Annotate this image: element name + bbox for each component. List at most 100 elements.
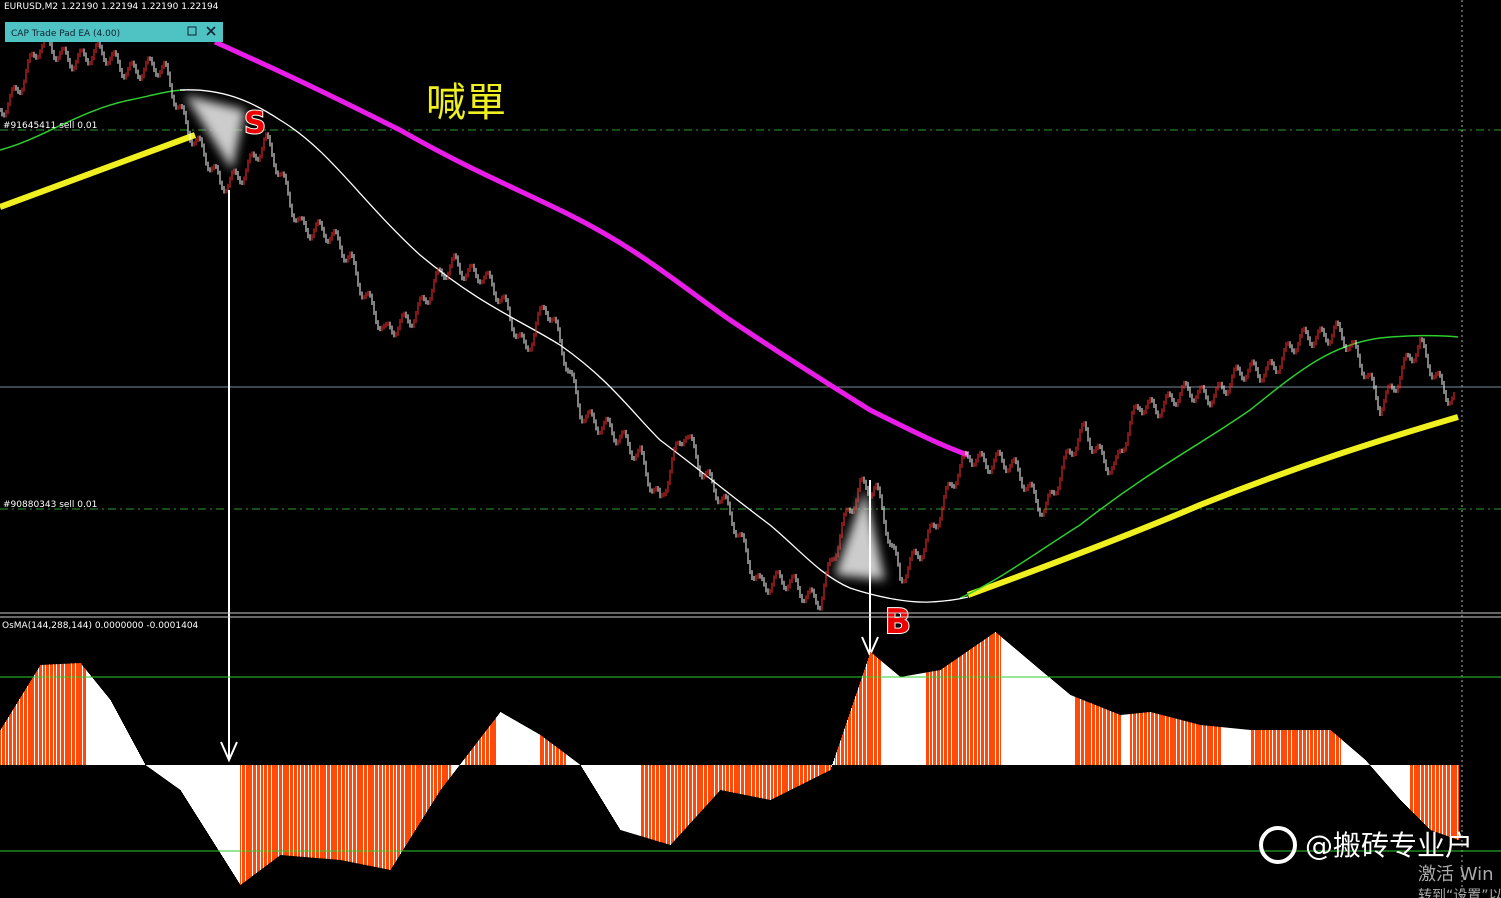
osma-bar <box>496 717 497 765</box>
osma-bar <box>576 762 577 765</box>
osma-bar <box>1376 765 1377 773</box>
osma-bar <box>1194 723 1195 765</box>
osma-bar <box>1281 730 1282 765</box>
osma-bar <box>404 765 405 848</box>
osma-bar <box>718 765 719 793</box>
osma-bar <box>1328 730 1329 765</box>
osma-bar <box>408 765 409 842</box>
osma-bar <box>52 664 53 765</box>
osma-bar <box>415 765 416 830</box>
osma-bar <box>634 765 635 835</box>
osma-bar <box>947 665 948 765</box>
osma-bar <box>1156 713 1157 765</box>
osma-bar <box>988 636 989 765</box>
osma-bar <box>38 668 39 765</box>
osma-bar <box>1188 721 1189 765</box>
osma-bar <box>17 702 18 765</box>
osma-bar <box>1250 730 1251 765</box>
osma-bar <box>1392 765 1393 791</box>
osma-bar <box>936 670 937 765</box>
osma-bar <box>545 738 546 765</box>
osma-bar <box>334 765 335 860</box>
sell-mark: S <box>244 106 266 141</box>
osma-bar <box>1004 639 1005 765</box>
osma-bar <box>735 765 736 793</box>
close-button[interactable] <box>206 26 216 36</box>
osma-bar <box>920 673 921 765</box>
osma-bar <box>864 669 865 765</box>
osma-bar <box>371 765 372 867</box>
osma-bar <box>1034 664 1035 765</box>
osma-bar <box>981 641 982 765</box>
osma-bar <box>542 736 543 765</box>
osma-bar <box>518 722 519 765</box>
osma-bar <box>1404 765 1405 804</box>
osma-bar <box>1215 726 1216 765</box>
osma-bar <box>1228 727 1229 765</box>
osma-bar <box>1056 683 1057 765</box>
osma-bar <box>744 765 745 795</box>
osma-bar <box>101 688 102 765</box>
osma-bar <box>619 765 620 829</box>
osma-bar <box>1315 730 1316 765</box>
osma-bar <box>1304 730 1305 765</box>
osma-bar <box>999 635 1000 765</box>
osma-bar <box>1443 765 1444 835</box>
osma-bar <box>1264 730 1265 765</box>
osma-bar <box>536 732 537 765</box>
osma-bar <box>738 765 739 794</box>
osma-bar <box>933 671 934 765</box>
osma-bar <box>361 765 362 865</box>
osma-bar <box>579 764 580 765</box>
osma-bar <box>258 765 259 872</box>
osma-bar <box>1122 714 1123 765</box>
osma-bar <box>523 725 524 765</box>
osma-bar <box>618 765 619 827</box>
osma-bar <box>98 685 99 765</box>
osma-bar <box>1139 713 1140 765</box>
osma-bar <box>104 692 105 765</box>
osma-bar <box>1047 675 1048 765</box>
osma-bar <box>13 708 14 765</box>
osma-bar <box>727 765 728 792</box>
osma-bar <box>582 765 583 769</box>
osma-bar <box>606 765 607 808</box>
osma-bar <box>541 735 542 765</box>
osma-bar <box>1184 720 1185 765</box>
osma-bar <box>279 765 280 856</box>
osma-bar <box>168 765 169 782</box>
osma-bar <box>138 752 139 765</box>
osma-bar <box>1088 702 1089 765</box>
osma-bar <box>577 762 578 765</box>
osma-bar <box>230 765 231 870</box>
osma-bar <box>262 765 263 869</box>
osma-bar <box>1446 765 1447 836</box>
osma-bar <box>1309 730 1310 765</box>
osma-bar <box>624 765 625 832</box>
osma-bar <box>767 765 768 800</box>
osma-bar <box>162 765 163 778</box>
osma-bar <box>1308 730 1309 765</box>
osma-bar <box>277 765 278 858</box>
osma-bar <box>681 765 682 833</box>
osma-bar <box>596 765 597 791</box>
osma-bar <box>1261 730 1262 765</box>
restore-button[interactable] <box>187 26 197 36</box>
osma-bar <box>526 726 527 765</box>
osma-bar <box>75 663 76 765</box>
trade-pad-header[interactable] <box>5 22 223 42</box>
osma-bar <box>173 765 174 785</box>
osma-bar <box>455 765 456 771</box>
osma-bar <box>621 765 622 831</box>
osma-bar <box>450 765 451 777</box>
osma-bar <box>82 665 83 765</box>
osma-bar <box>984 639 985 765</box>
osma-bar <box>326 765 327 859</box>
osma-bar <box>309 765 310 858</box>
osma-bar <box>163 765 164 778</box>
osma-bar <box>347 765 348 862</box>
osma-bar <box>537 733 538 765</box>
osma-bar <box>1087 701 1088 765</box>
osma-bar <box>608 765 609 811</box>
osma-bar <box>1104 708 1105 765</box>
